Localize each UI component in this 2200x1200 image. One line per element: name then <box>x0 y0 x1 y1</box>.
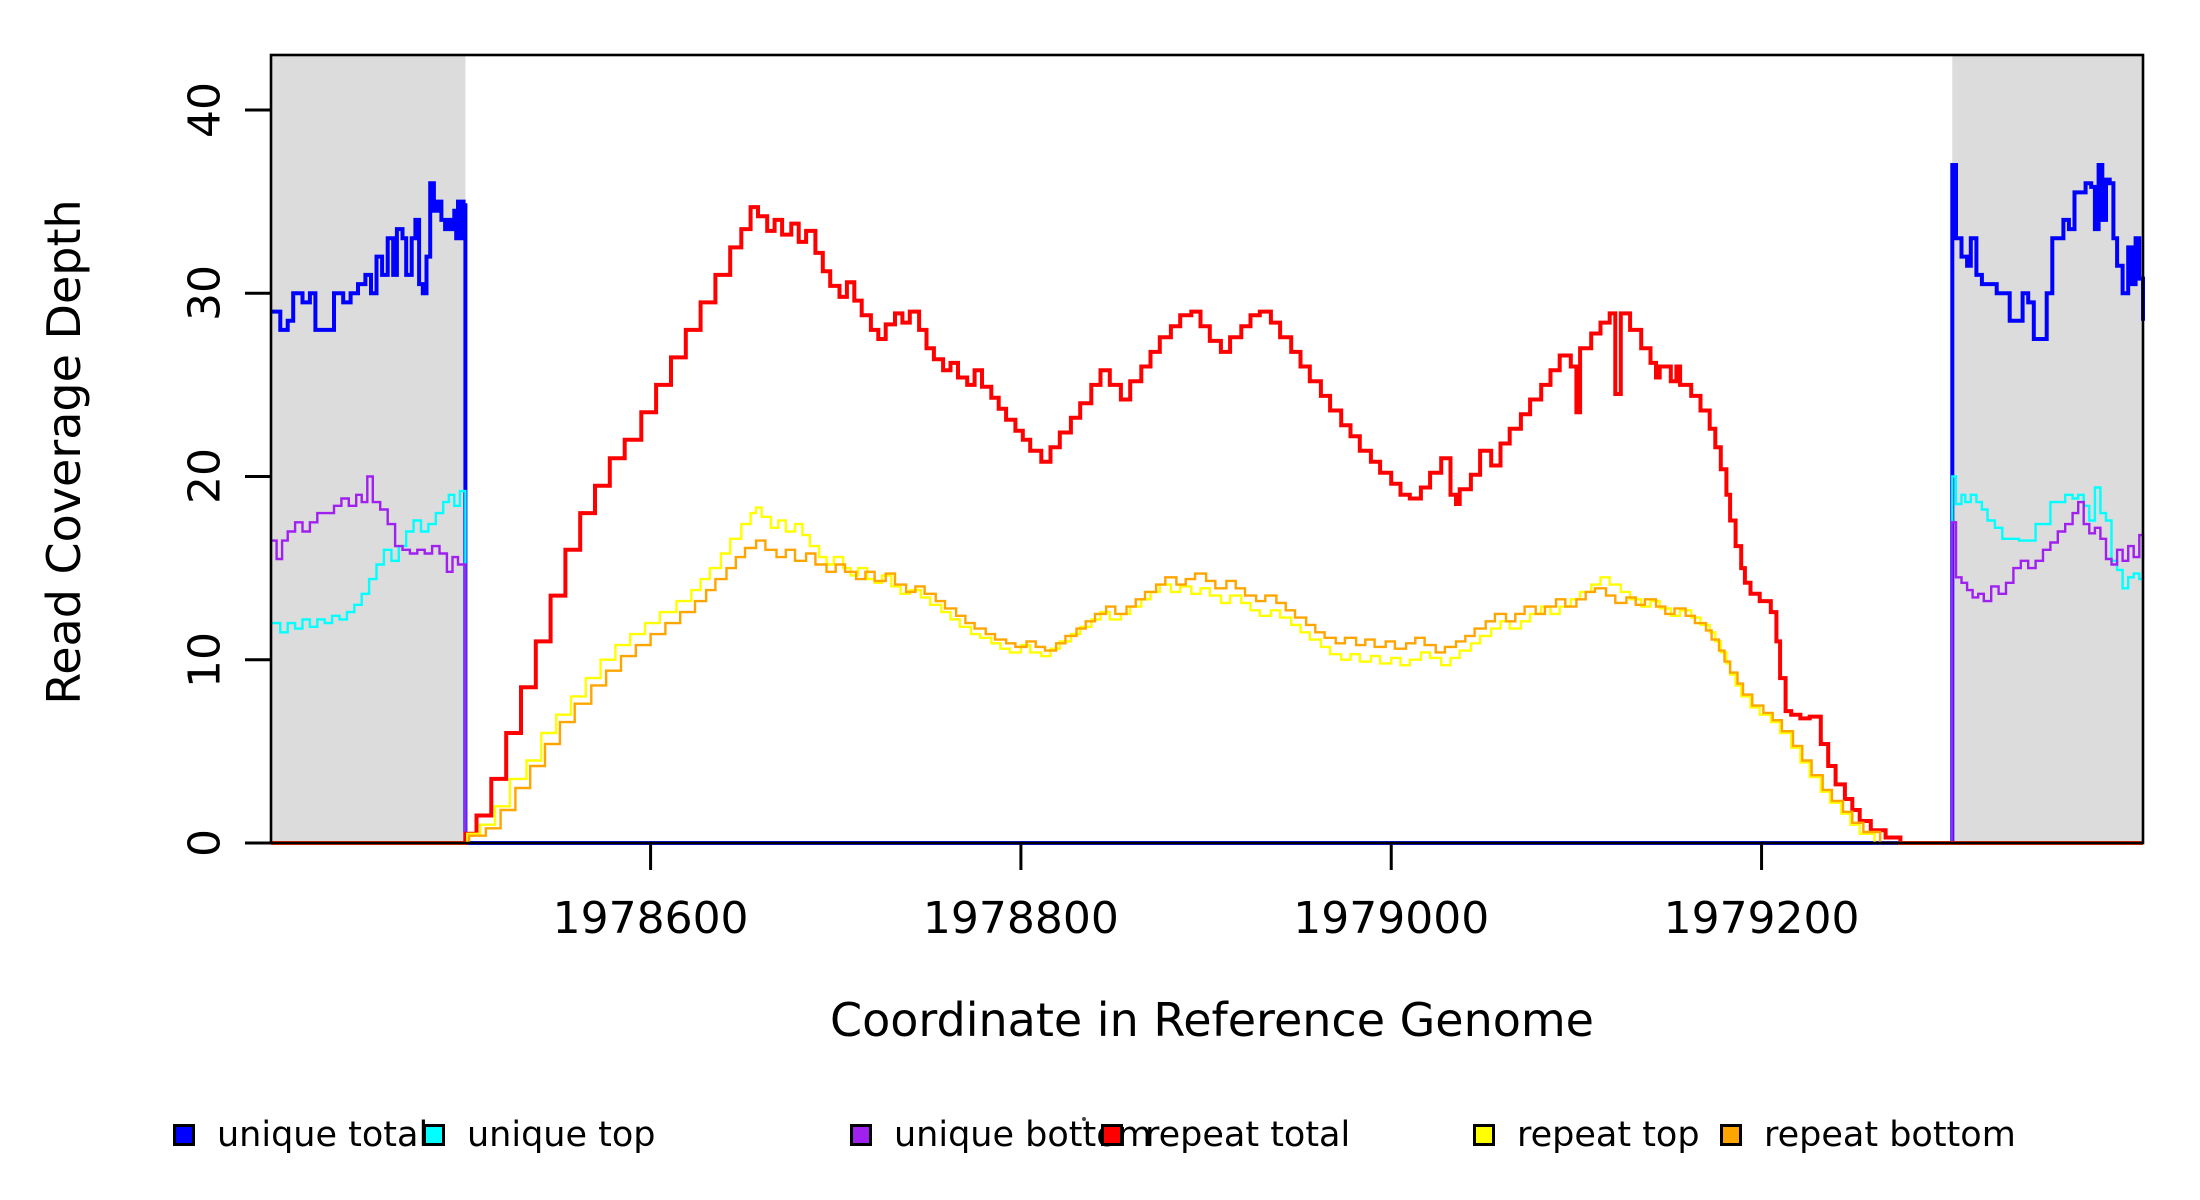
legend-label: repeat top <box>1517 1115 1700 1155</box>
legend-item-unique-total: unique total <box>173 1113 428 1157</box>
legend-label: unique top <box>467 1115 656 1155</box>
y-tick-label-10: 10 <box>179 631 231 688</box>
legend-item-repeat-top: repeat top <box>1473 1113 1700 1157</box>
left-flank-unique-region <box>271 56 466 842</box>
legend-item-repeat-total: repeat total <box>1101 1113 1350 1157</box>
stray-dot-artifact <box>1082 1117 1086 1121</box>
x-tick-label-1978800: 1978800 <box>922 893 1119 944</box>
legend-swatch-repeat-total <box>1101 1124 1123 1146</box>
legend-label: unique total <box>217 1115 429 1155</box>
series-repeat-total <box>271 205 2143 845</box>
series-unique-top <box>271 475 2145 845</box>
plot-box <box>269 53 2145 845</box>
y-tick-label-40: 40 <box>179 81 231 138</box>
coverage-series-lines <box>271 163 2145 845</box>
right-flank-unique-region <box>1952 56 2143 842</box>
legend-swatch-unique-bottom <box>850 1124 872 1146</box>
x-axis-title: Coordinate in Reference Genome <box>830 993 1594 1047</box>
legend-item-unique-top: unique top <box>423 1113 656 1157</box>
legend-swatch-repeat-bottom <box>1720 1124 1742 1146</box>
y-tick-label-20: 20 <box>179 448 231 505</box>
legend-label: repeat total <box>1145 1115 1351 1155</box>
y-axis-title: Read Coverage Depth <box>37 199 91 705</box>
series-unique-bottom <box>271 475 2145 845</box>
legend-item-repeat-bottom: repeat bottom <box>1720 1113 2016 1157</box>
highlight-regions <box>271 56 2143 842</box>
x-tick-label-1978600: 1978600 <box>552 893 749 944</box>
series-unique-total <box>271 163 2145 845</box>
y-tick-label-30: 30 <box>179 265 231 322</box>
legend-swatch-unique-total <box>173 1124 195 1146</box>
series-repeat-top <box>271 506 2143 845</box>
legend-label: repeat bottom <box>1764 1115 2016 1155</box>
axes-and-box <box>245 53 2145 870</box>
series-repeat-bottom <box>271 539 2143 845</box>
y-tick-label-0: 0 <box>179 829 231 857</box>
legend-swatch-repeat-top <box>1473 1124 1495 1146</box>
x-tick-label-1979000: 1979000 <box>1293 893 1490 944</box>
legend-swatch-unique-top <box>423 1124 445 1146</box>
x-tick-label-1979200: 1979200 <box>1663 893 1860 944</box>
